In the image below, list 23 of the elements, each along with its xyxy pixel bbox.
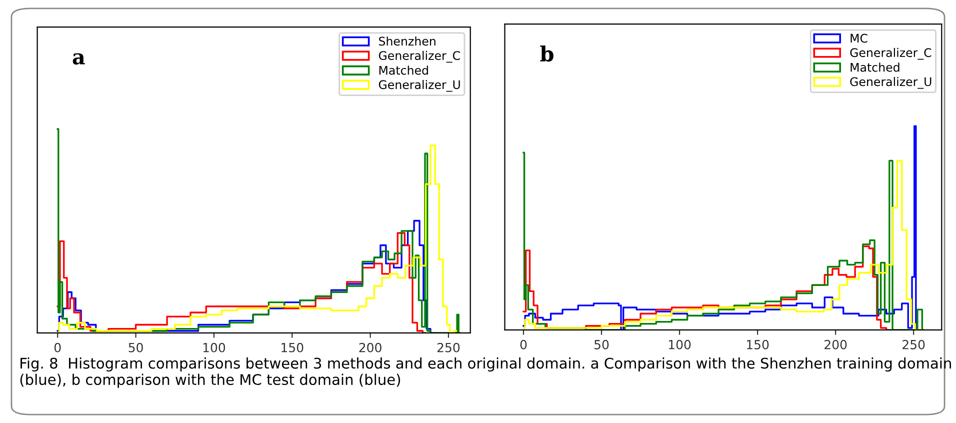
legend-label: Matched	[850, 62, 900, 72]
legend-label: MC	[850, 34, 868, 43]
legend-label: Generalizer_C	[850, 48, 932, 60]
legend-label: Shenzhen	[379, 36, 436, 46]
x-tick-label: 200	[359, 342, 382, 352]
x-tick-label: 0	[520, 340, 527, 350]
x-tick-label: 250	[437, 342, 460, 352]
x-tick-label: 150	[746, 340, 769, 350]
chart-title: b	[540, 46, 554, 62]
x-tick-label: 150	[282, 342, 304, 352]
x-tick-label: 50	[128, 342, 143, 352]
legend-label: Matched	[379, 66, 428, 75]
caption: Fig. 8 Histogram comparisons between 3 methods and each original domain. a Comparison with the Shenzhen training domain (blue), b comparison with the MC test domain (blue)	[20, 357, 951, 388]
x-tick-label: 100	[668, 340, 691, 350]
chart-title: a	[72, 53, 85, 65]
legend-label: Generalizer_U	[850, 77, 932, 89]
x-tick-label: 200	[824, 340, 847, 350]
x-tick-label: 100	[203, 342, 226, 352]
x-tick-label: 0	[54, 342, 61, 352]
legend-label: Generalizer_C	[378, 50, 460, 63]
x-tick-label: 250	[902, 340, 925, 350]
legend-label: Generalizer_U	[378, 80, 460, 92]
x-tick-label: 50	[594, 340, 609, 350]
